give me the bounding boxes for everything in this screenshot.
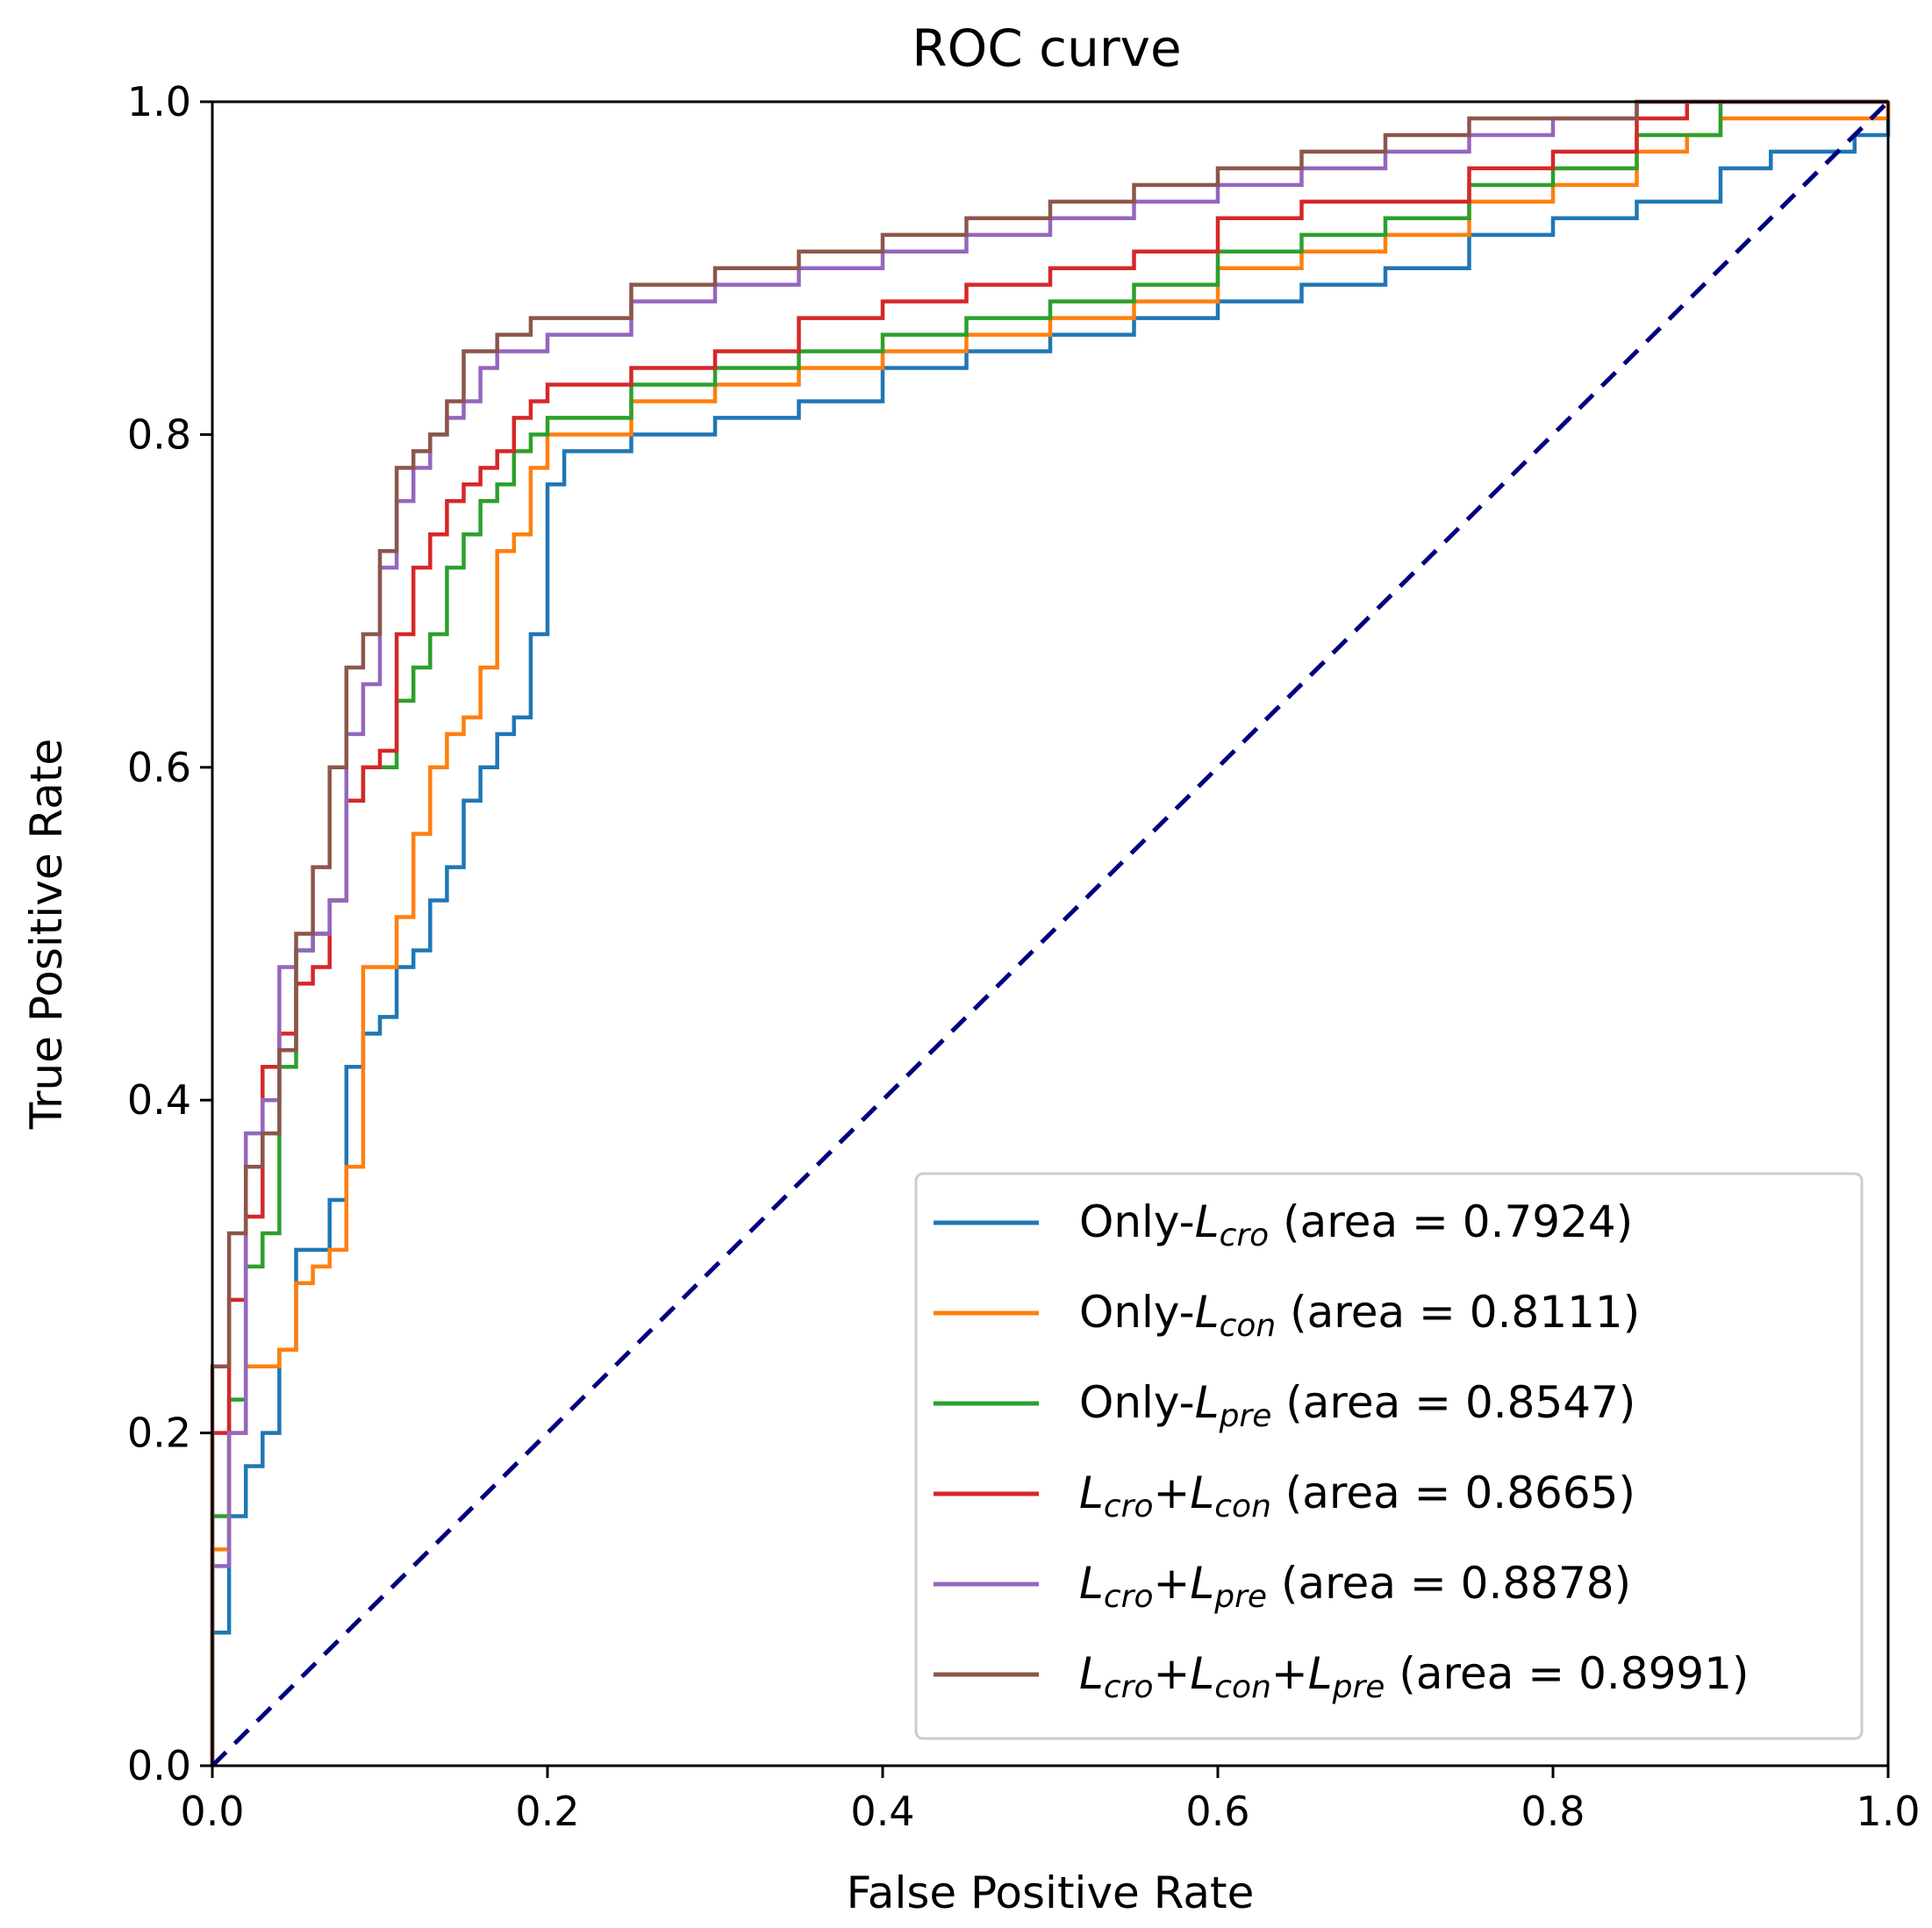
plot-frame [211, 100, 1890, 1767]
x-tick-label-3: 0.6 [1185, 1788, 1249, 1835]
legend-label-part: con [1220, 1308, 1277, 1344]
legend-area-prefix: (area = [1269, 1196, 1463, 1247]
legend-box [914, 1172, 1864, 1740]
legend-label-part: L [1079, 1467, 1104, 1518]
y-axis-ticks: 0.0 0.2 0.4 0.6 0.8 1.0 [127, 78, 212, 1789]
legend-item-only-l-pre: Only-Lpre (area = 0.8547) [934, 1377, 1635, 1434]
legend-label-part: con [1214, 1489, 1271, 1525]
legend-area-value: 0.8665 [1464, 1467, 1618, 1518]
x-tick-label-2: 0.4 [850, 1788, 914, 1835]
y-tick-label-1: 0.2 [127, 1410, 191, 1457]
chart-title: ROC curve [912, 18, 1181, 78]
plot-area [210, 99, 1891, 1767]
legend-label-part: L [1195, 1287, 1220, 1338]
legend-area-suffix: ) [1616, 1196, 1634, 1247]
legend-area-prefix: (area = [1271, 1377, 1465, 1428]
y-tick-label-5: 1.0 [127, 78, 191, 125]
series-line-l-cro-l-pre [210, 99, 1888, 1766]
legend-items: Only-Lcro (area = 0.7924)Only-Lcon (area… [934, 1196, 1750, 1705]
legend-label-part: + [1153, 1558, 1190, 1609]
legend-area-value: 0.8991 [1578, 1648, 1732, 1699]
legend-area-suffix: ) [1619, 1377, 1636, 1428]
legend-label-part: cro [1220, 1217, 1270, 1253]
legend-label-part: L [1308, 1648, 1333, 1699]
legend-label-part: cro [1104, 1579, 1154, 1615]
legend-area-prefix: (area = [1385, 1648, 1578, 1699]
y-axis-label: True Positive Rate [21, 739, 72, 1130]
legend-label-part: + [1271, 1648, 1308, 1699]
legend-item-l-cro-l-con: Lcro+Lcon (area = 0.8665) [934, 1467, 1635, 1525]
legend-item-l-cro-l-con-l-pre: Lcro+Lcon+Lpre (area = 0.8991) [934, 1648, 1750, 1705]
legend-label-part: pre [1219, 1398, 1272, 1434]
legend-label-part: Only- [1079, 1196, 1195, 1247]
legend-label-l-cro-l-con: Lcro+Lcon (area = 0.8665) [1079, 1467, 1635, 1525]
legend-label-only-l-con: Only-Lcon (area = 0.8111) [1079, 1287, 1640, 1344]
y-tick-label-2: 0.4 [127, 1076, 191, 1124]
legend-area-suffix: ) [1732, 1648, 1750, 1699]
series-line-l-cro-l-con-l-pre [210, 99, 1888, 1766]
legend-label-part: + [1153, 1467, 1190, 1518]
legend-item-l-cro-l-pre: Lcro+Lpre (area = 0.8878) [934, 1558, 1631, 1615]
legend-area-suffix: ) [1618, 1467, 1635, 1518]
legend-label-part: Only- [1079, 1287, 1195, 1338]
legend-label-only-l-pre: Only-Lpre (area = 0.8547) [1079, 1377, 1635, 1434]
legend-area-prefix: (area = [1276, 1287, 1470, 1338]
legend-item-only-l-cro: Only-Lcro (area = 0.7924) [934, 1196, 1633, 1253]
legend-area-suffix: ) [1623, 1287, 1641, 1338]
legend-label-l-cro-l-pre: Lcro+Lpre (area = 0.8878) [1079, 1558, 1631, 1615]
legend-label-part: + [1153, 1648, 1190, 1699]
series-lines [210, 99, 1891, 1766]
legend-label-part: L [1190, 1467, 1214, 1518]
legend-label-part: Only- [1079, 1377, 1195, 1428]
x-tick-label-0: 0.0 [180, 1788, 244, 1835]
legend-label-part: pre [1213, 1579, 1267, 1615]
legend: Only-Lcro (area = 0.7924)Only-Lcon (area… [914, 1172, 1864, 1740]
legend-label-part: L [1195, 1196, 1220, 1247]
legend-area-prefix: (area = [1267, 1558, 1461, 1609]
legend-label-part: pre [1332, 1669, 1385, 1705]
y-tick-label-3: 0.6 [127, 744, 191, 791]
x-tick-label-5: 1.0 [1856, 1788, 1920, 1835]
legend-label-only-l-cro: Only-Lcro (area = 0.7924) [1079, 1196, 1633, 1253]
series-line-only-l-con [210, 102, 1891, 1766]
y-tick-label-4: 0.8 [127, 411, 191, 458]
legend-item-only-l-con: Only-Lcon (area = 0.8111) [934, 1287, 1640, 1344]
legend-label-part: L [1190, 1558, 1214, 1609]
legend-label-part: L [1195, 1377, 1220, 1428]
legend-area-value: 0.7924 [1463, 1196, 1616, 1247]
x-axis-label: False Positive Rate [847, 1867, 1255, 1918]
legend-area-value: 0.8111 [1470, 1287, 1623, 1338]
legend-area-prefix: (area = [1271, 1467, 1465, 1518]
x-tick-label-1: 0.2 [515, 1788, 579, 1835]
reference-diagonal-line [211, 100, 1890, 1767]
legend-area-value: 0.8547 [1465, 1377, 1619, 1428]
legend-label-part: cro [1104, 1489, 1154, 1525]
legend-label-part: cro [1104, 1669, 1154, 1705]
legend-label-part: L [1079, 1558, 1104, 1609]
legend-label-part: con [1214, 1669, 1271, 1705]
y-tick-label-0: 0.0 [127, 1742, 191, 1789]
legend-area-suffix: ) [1614, 1558, 1632, 1609]
legend-label-part: L [1079, 1648, 1104, 1699]
legend-label-part: L [1190, 1648, 1214, 1699]
x-tick-label-4: 0.8 [1521, 1788, 1585, 1835]
x-axis-ticks: 0.0 0.2 0.4 0.6 0.8 1.0 [180, 1766, 1921, 1835]
legend-label-l-cro-l-con-l-pre: Lcro+Lcon+Lpre (area = 0.8991) [1079, 1648, 1750, 1705]
legend-area-value: 0.8878 [1461, 1558, 1614, 1609]
